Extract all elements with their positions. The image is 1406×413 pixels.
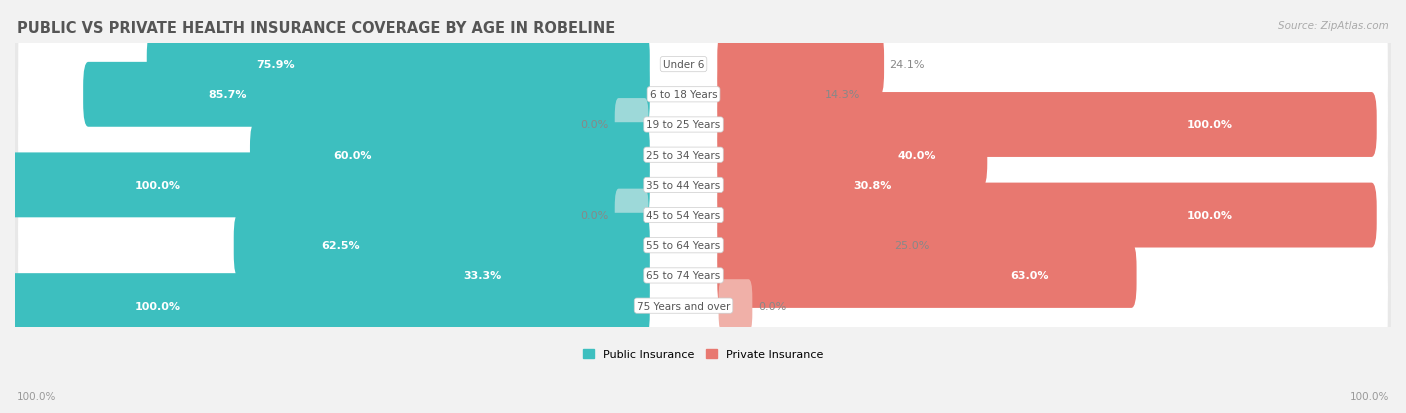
FancyBboxPatch shape bbox=[717, 33, 884, 97]
FancyBboxPatch shape bbox=[18, 142, 1388, 229]
Text: 0.0%: 0.0% bbox=[581, 211, 609, 221]
Text: PUBLIC VS PRIVATE HEALTH INSURANCE COVERAGE BY AGE IN ROBELINE: PUBLIC VS PRIVATE HEALTH INSURANCE COVER… bbox=[17, 21, 614, 36]
Text: 19 to 25 Years: 19 to 25 Years bbox=[647, 120, 721, 130]
FancyBboxPatch shape bbox=[250, 123, 650, 188]
FancyBboxPatch shape bbox=[14, 225, 1392, 326]
FancyBboxPatch shape bbox=[0, 153, 650, 218]
Legend: Public Insurance, Private Insurance: Public Insurance, Private Insurance bbox=[579, 344, 827, 364]
FancyBboxPatch shape bbox=[14, 45, 1392, 145]
Text: 14.3%: 14.3% bbox=[825, 90, 860, 100]
Text: 100.0%: 100.0% bbox=[1187, 211, 1232, 221]
Text: Under 6: Under 6 bbox=[662, 60, 704, 70]
Text: 45 to 54 Years: 45 to 54 Years bbox=[647, 211, 721, 221]
FancyBboxPatch shape bbox=[614, 99, 648, 152]
FancyBboxPatch shape bbox=[18, 172, 1388, 259]
FancyBboxPatch shape bbox=[717, 183, 1376, 248]
Text: 35 to 44 Years: 35 to 44 Years bbox=[647, 180, 721, 190]
FancyBboxPatch shape bbox=[717, 93, 1376, 158]
Text: 60.0%: 60.0% bbox=[333, 150, 371, 160]
FancyBboxPatch shape bbox=[14, 165, 1392, 266]
FancyBboxPatch shape bbox=[18, 112, 1388, 199]
FancyBboxPatch shape bbox=[18, 263, 1388, 349]
FancyBboxPatch shape bbox=[14, 14, 1392, 115]
FancyBboxPatch shape bbox=[18, 202, 1388, 289]
FancyBboxPatch shape bbox=[717, 243, 1136, 308]
Text: 25.0%: 25.0% bbox=[894, 241, 929, 251]
Text: 100.0%: 100.0% bbox=[135, 180, 181, 190]
FancyBboxPatch shape bbox=[14, 135, 1392, 236]
FancyBboxPatch shape bbox=[18, 233, 1388, 319]
FancyBboxPatch shape bbox=[0, 273, 650, 338]
FancyBboxPatch shape bbox=[83, 63, 650, 128]
Text: 100.0%: 100.0% bbox=[17, 391, 56, 401]
FancyBboxPatch shape bbox=[18, 52, 1388, 138]
Text: 40.0%: 40.0% bbox=[898, 150, 936, 160]
Text: 25 to 34 Years: 25 to 34 Years bbox=[647, 150, 721, 160]
Text: 85.7%: 85.7% bbox=[208, 90, 246, 100]
Text: 100.0%: 100.0% bbox=[1187, 120, 1232, 130]
FancyBboxPatch shape bbox=[233, 213, 650, 278]
FancyBboxPatch shape bbox=[614, 189, 648, 242]
Text: 62.5%: 62.5% bbox=[321, 241, 360, 251]
Text: 63.0%: 63.0% bbox=[1010, 271, 1049, 281]
Text: 75 Years and over: 75 Years and over bbox=[637, 301, 730, 311]
FancyBboxPatch shape bbox=[718, 280, 752, 332]
FancyBboxPatch shape bbox=[14, 195, 1392, 296]
Text: 65 to 74 Years: 65 to 74 Years bbox=[647, 271, 721, 281]
FancyBboxPatch shape bbox=[717, 153, 928, 218]
FancyBboxPatch shape bbox=[423, 243, 650, 308]
Text: 100.0%: 100.0% bbox=[1350, 391, 1389, 401]
FancyBboxPatch shape bbox=[717, 123, 987, 188]
Text: 75.9%: 75.9% bbox=[256, 60, 294, 70]
Text: 100.0%: 100.0% bbox=[135, 301, 181, 311]
FancyBboxPatch shape bbox=[14, 75, 1392, 176]
Text: 6 to 18 Years: 6 to 18 Years bbox=[650, 90, 717, 100]
Text: 24.1%: 24.1% bbox=[889, 60, 924, 70]
FancyBboxPatch shape bbox=[18, 21, 1388, 108]
FancyBboxPatch shape bbox=[14, 105, 1392, 206]
Text: 55 to 64 Years: 55 to 64 Years bbox=[647, 241, 721, 251]
Text: 33.3%: 33.3% bbox=[464, 271, 502, 281]
Text: Source: ZipAtlas.com: Source: ZipAtlas.com bbox=[1278, 21, 1389, 31]
Text: 0.0%: 0.0% bbox=[758, 301, 786, 311]
FancyBboxPatch shape bbox=[717, 213, 890, 278]
FancyBboxPatch shape bbox=[717, 63, 821, 128]
FancyBboxPatch shape bbox=[14, 256, 1392, 356]
Text: 0.0%: 0.0% bbox=[581, 120, 609, 130]
FancyBboxPatch shape bbox=[146, 33, 650, 97]
FancyBboxPatch shape bbox=[18, 82, 1388, 169]
Text: 30.8%: 30.8% bbox=[853, 180, 891, 190]
